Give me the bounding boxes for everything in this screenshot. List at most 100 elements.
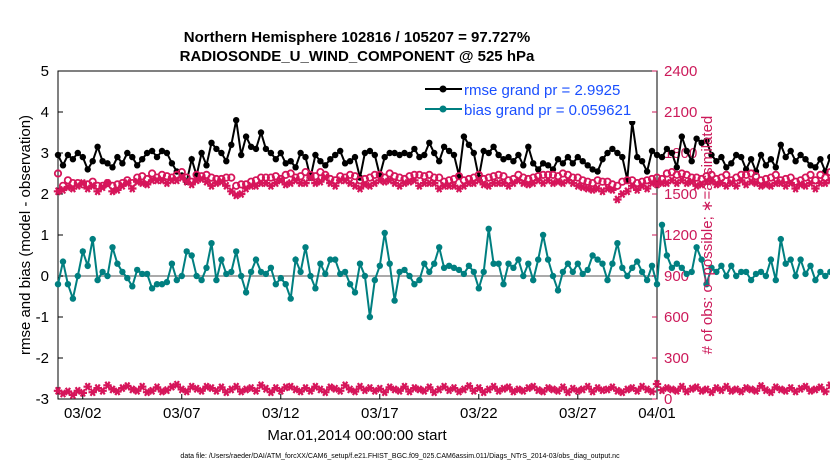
data-point-obs_assimilated	[202, 177, 211, 186]
data-point-obs_low	[751, 386, 761, 395]
data-point-obs_low	[474, 383, 483, 393]
data-point-obs_assimilated	[103, 178, 112, 188]
data-point-bias	[569, 268, 576, 276]
data-point-obs_low	[489, 382, 498, 391]
data-point-rmse	[114, 153, 121, 161]
data-point-obs-possible	[345, 170, 355, 179]
data-point-obs-possible	[395, 173, 404, 182]
data-point-bias	[139, 270, 146, 278]
data-point-bias	[480, 268, 487, 276]
data-point-rmse	[119, 160, 126, 167]
data-point-obs_low	[400, 382, 409, 391]
data-point-obs_assimilated	[613, 195, 622, 204]
data-point-obs_low	[816, 383, 825, 392]
data-point-obs-possible	[613, 181, 622, 190]
left-tick-label: -3	[36, 391, 49, 408]
x-tick-label: 03/02	[64, 405, 102, 422]
data-point-rmse	[525, 143, 532, 150]
data-point-obs-possible	[444, 176, 454, 185]
data-point-obs-possible	[157, 170, 167, 179]
data-point-bias	[767, 256, 775, 263]
data-point-obs_low	[88, 387, 97, 397]
data-point-rmse	[163, 149, 171, 157]
data-point-rmse	[465, 141, 473, 148]
left-tick-label: 0	[41, 268, 49, 285]
data-point-obs_low	[350, 387, 360, 396]
data-point-obs_assimilated	[410, 176, 419, 185]
data-point-obs-possible	[781, 174, 790, 184]
data-point-rmse	[242, 133, 250, 140]
data-point-rmse	[728, 160, 735, 167]
data-point-obs_assimilated	[806, 178, 815, 188]
data-point-obs-possible	[672, 170, 681, 179]
data-point-bias	[747, 276, 755, 284]
data-point-obs_low	[340, 381, 350, 390]
data-point-rmse	[371, 151, 378, 159]
data-point-obs_low	[395, 386, 404, 395]
data-point-rmse	[337, 147, 344, 155]
data-point-bias	[554, 287, 562, 294]
data-point-obs-possible	[286, 169, 295, 178]
data-point-rmse	[653, 151, 661, 159]
data-point-bias	[153, 281, 161, 288]
data-point-bias	[728, 262, 735, 269]
data-point-bias	[302, 244, 309, 251]
data-point-obs-possible	[623, 176, 632, 185]
data-point-obs-possible	[207, 173, 216, 182]
data-point-bias	[827, 268, 830, 276]
data-point-rmse	[153, 153, 161, 161]
data-point-obs-possible	[652, 173, 662, 182]
data-point-bias	[733, 272, 740, 280]
data-point-bias	[822, 272, 829, 280]
data-point-obs_low	[558, 383, 568, 392]
data-point-bias	[109, 244, 116, 251]
data-point-bias	[485, 225, 492, 232]
data-point-obs_assimilated	[608, 185, 617, 195]
data-point-bias	[688, 268, 695, 276]
data-point-obs_assimilated	[128, 184, 137, 193]
data-point-rmse	[59, 162, 67, 169]
data-point-rmse	[257, 129, 265, 136]
data-point-rmse	[168, 160, 176, 167]
data-point-bias	[356, 260, 364, 267]
data-point-obs_assimilated	[430, 178, 439, 188]
data-point-bias	[698, 256, 705, 263]
data-point-bias	[134, 266, 141, 274]
data-point-rmse	[223, 158, 230, 165]
data-point-obs-possible	[692, 173, 701, 182]
data-point-rmse	[109, 164, 116, 171]
data-point-obs_low	[306, 386, 315, 395]
data-point-bias	[391, 297, 398, 304]
data-point-obs-possible	[786, 173, 795, 182]
data-point-rmse	[609, 145, 616, 153]
right-tick-label: 2400	[664, 63, 697, 80]
series-bias	[54, 221, 830, 321]
data-point-obs_assimilated	[331, 181, 340, 190]
data-point-rmse	[767, 156, 775, 163]
data-point-bias	[629, 264, 636, 271]
series-group	[53, 117, 830, 400]
data-point-bias	[64, 281, 72, 288]
right-tick-label: 300	[664, 350, 689, 367]
data-point-bias	[520, 272, 527, 280]
data-point-rmse	[554, 156, 562, 163]
data-point-rmse	[386, 149, 393, 157]
data-point-bias	[198, 276, 205, 284]
data-point-rmse	[213, 145, 220, 153]
data-point-bias	[332, 256, 339, 263]
data-point-obs_low	[756, 381, 766, 391]
data-point-obs-possible	[420, 172, 429, 181]
data-point-bias	[584, 266, 591, 274]
data-point-rmse	[198, 149, 205, 157]
data-point-rmse	[614, 149, 621, 157]
data-point-bias	[59, 258, 67, 265]
data-point-bias	[638, 268, 646, 276]
data-point-obs_assimilated	[707, 176, 716, 185]
data-point-obs-possible	[355, 176, 365, 185]
data-point-rmse	[663, 145, 671, 153]
data-point-rmse	[782, 153, 789, 161]
data-point-bias	[525, 260, 532, 267]
data-point-rmse	[520, 162, 527, 169]
data-point-bias	[262, 270, 270, 278]
data-point-bias	[351, 289, 359, 296]
